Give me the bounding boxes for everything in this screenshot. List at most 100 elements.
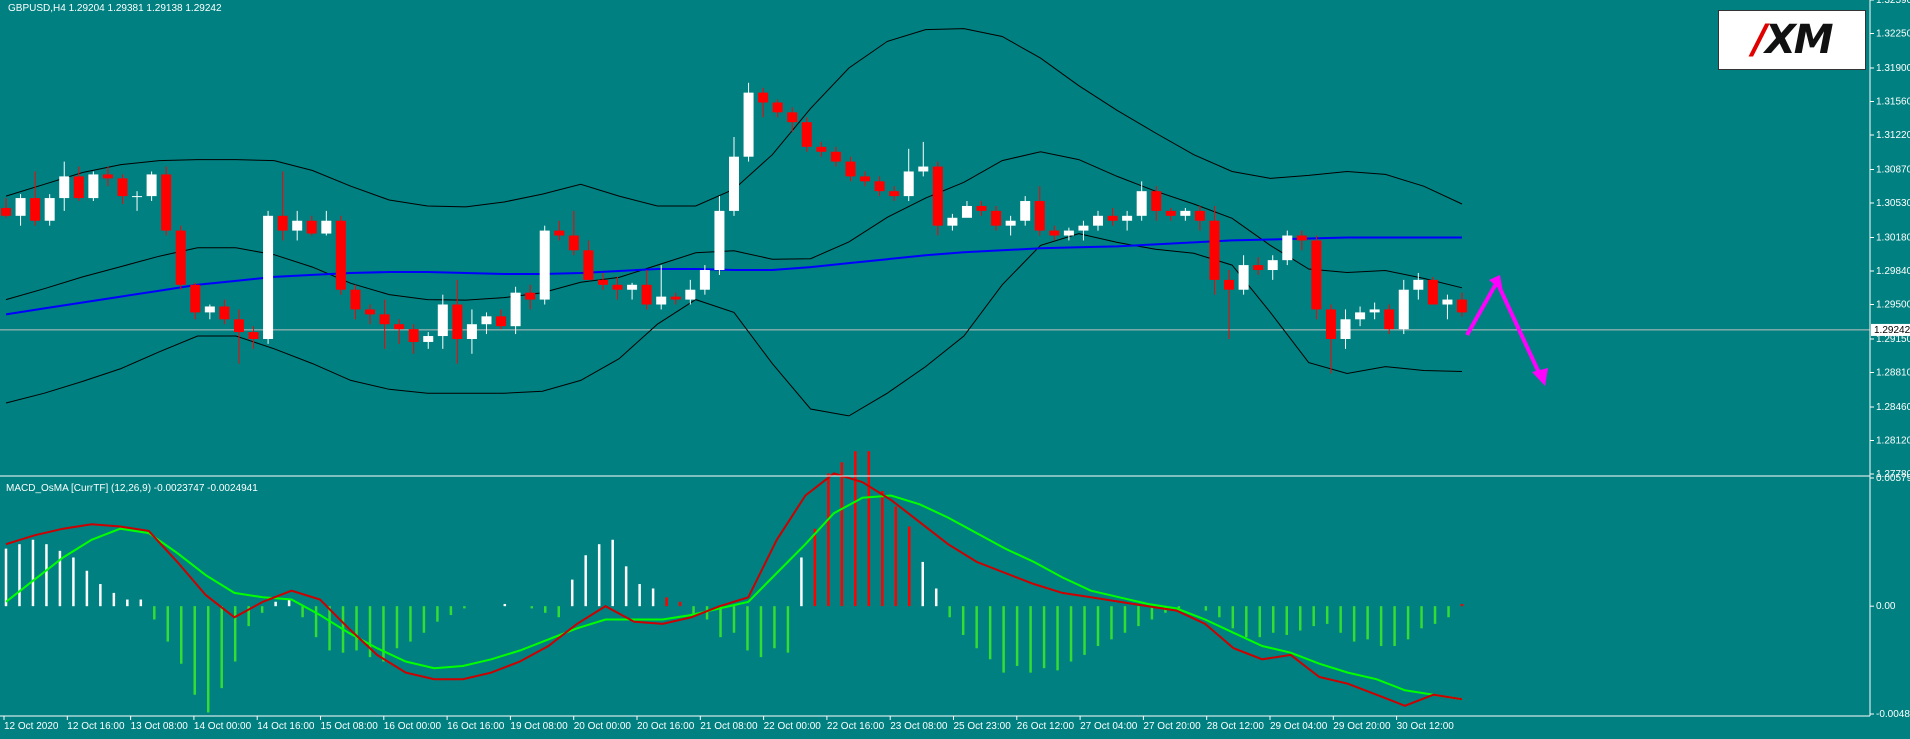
candle-body — [860, 176, 871, 182]
candle-body — [1413, 279, 1424, 290]
candle-body — [772, 102, 783, 113]
candle-body — [204, 306, 215, 313]
candle-body — [991, 210, 1002, 226]
candle-body — [437, 304, 448, 337]
candle-body — [350, 289, 361, 310]
candle-body — [73, 176, 84, 199]
candle-body — [219, 306, 230, 320]
candle-body — [656, 296, 667, 305]
xm-logo: /XM — [1718, 10, 1866, 70]
osma-tick-label: 0.00579 — [1876, 473, 1910, 484]
candle-body — [1151, 191, 1162, 211]
time-tick-label: 12 Oct 16:00 — [67, 721, 125, 732]
time-tick-label: 21 Oct 08:00 — [700, 721, 758, 732]
price-tick-label: 1.30870 — [1876, 164, 1910, 175]
candle-body — [1384, 309, 1395, 330]
price-tick-label: 1.29150 — [1876, 334, 1910, 345]
price-tick-label: 1.27780 — [1876, 469, 1910, 480]
candle-body — [1355, 312, 1366, 320]
candle-body — [918, 166, 929, 172]
time-tick-label: 27 Oct 20:00 — [1143, 721, 1201, 732]
time-tick-label: 27 Oct 04:00 — [1080, 721, 1138, 732]
candle-body — [30, 198, 41, 221]
candle-body — [132, 196, 143, 198]
candle-body — [845, 161, 856, 177]
candle-body — [670, 296, 681, 300]
time-tick-label: 19 Oct 08:00 — [510, 721, 568, 732]
candle-body — [1180, 210, 1191, 216]
candle-body — [1078, 225, 1089, 231]
candle-body — [583, 250, 594, 280]
candle-body — [1340, 319, 1351, 339]
candle-body — [1427, 279, 1438, 305]
candle-body — [932, 166, 943, 226]
candle-body — [714, 210, 725, 271]
candle-body — [1034, 201, 1045, 231]
candle-body — [175, 230, 186, 285]
time-tick-label: 14 Oct 00:00 — [194, 721, 252, 732]
candle-body — [1093, 215, 1103, 226]
candle-body — [889, 191, 900, 197]
candle-body — [1457, 299, 1467, 313]
candle-body — [1238, 265, 1249, 290]
candle-body — [1311, 240, 1322, 310]
candle-body — [248, 332, 259, 339]
price-tick-label: 1.31220 — [1876, 130, 1910, 141]
candle-body — [961, 205, 972, 218]
candle-body — [641, 284, 652, 305]
time-tick-label: 26 Oct 12:00 — [1017, 721, 1075, 732]
price-tick-label: 1.28460 — [1876, 402, 1910, 413]
candle-body — [947, 217, 958, 226]
candle-body — [306, 220, 317, 234]
candle-body — [1049, 230, 1060, 236]
candle-body — [44, 198, 55, 221]
candle-body — [525, 292, 536, 300]
time-tick-label: 16 Oct 16:00 — [447, 721, 505, 732]
time-tick-label: 29 Oct 20:00 — [1333, 721, 1391, 732]
candle-body — [277, 215, 288, 231]
candle-body — [408, 329, 419, 342]
candle-body — [292, 220, 303, 231]
time-tick-label: 30 Oct 12:00 — [1397, 721, 1455, 732]
candle-body — [146, 174, 157, 197]
candle-body — [510, 292, 521, 327]
candle-body — [263, 215, 274, 339]
candle-body — [597, 279, 608, 285]
candle-body — [539, 230, 550, 300]
candle-body — [1005, 220, 1016, 226]
symbol-info: GBPUSD,H4 1.29204 1.29381 1.29138 1.2924… — [8, 3, 222, 14]
candle-body — [496, 316, 507, 327]
candle-body — [787, 112, 798, 123]
candle-body — [1398, 289, 1409, 330]
candle-body — [685, 289, 696, 300]
candle-body — [830, 151, 841, 162]
candle-body — [1369, 309, 1380, 313]
candle-body — [1267, 260, 1278, 271]
main-chart-background — [0, 0, 1870, 739]
candle-body — [1442, 299, 1453, 305]
candle-body — [1136, 191, 1147, 216]
time-tick-label: 15 Oct 08:00 — [321, 721, 379, 732]
price-tick-label: 1.30180 — [1876, 232, 1910, 243]
candle-body — [1253, 265, 1264, 271]
time-tick-label: 20 Oct 16:00 — [637, 721, 695, 732]
candle-body — [394, 324, 405, 330]
price-tick-label: 1.30530 — [1876, 198, 1910, 209]
candle-body — [321, 220, 332, 234]
time-tick-label: 14 Oct 16:00 — [257, 721, 315, 732]
candle-body — [1, 207, 11, 216]
price-tick-label: 1.28120 — [1876, 435, 1910, 446]
candle-body — [1107, 215, 1118, 221]
candle-body — [976, 205, 987, 211]
candle-body — [190, 284, 201, 313]
candle-body — [1282, 235, 1293, 261]
forecast-arrow-head-up — [1489, 275, 1503, 292]
candle-body — [15, 198, 26, 216]
forecast-arrow-head-down — [1532, 368, 1548, 386]
candle-body — [335, 220, 346, 290]
current-price-tag — [1871, 323, 1910, 336]
macd-line — [5, 472, 1463, 707]
candle-body — [117, 178, 128, 197]
candle-body — [59, 176, 70, 199]
